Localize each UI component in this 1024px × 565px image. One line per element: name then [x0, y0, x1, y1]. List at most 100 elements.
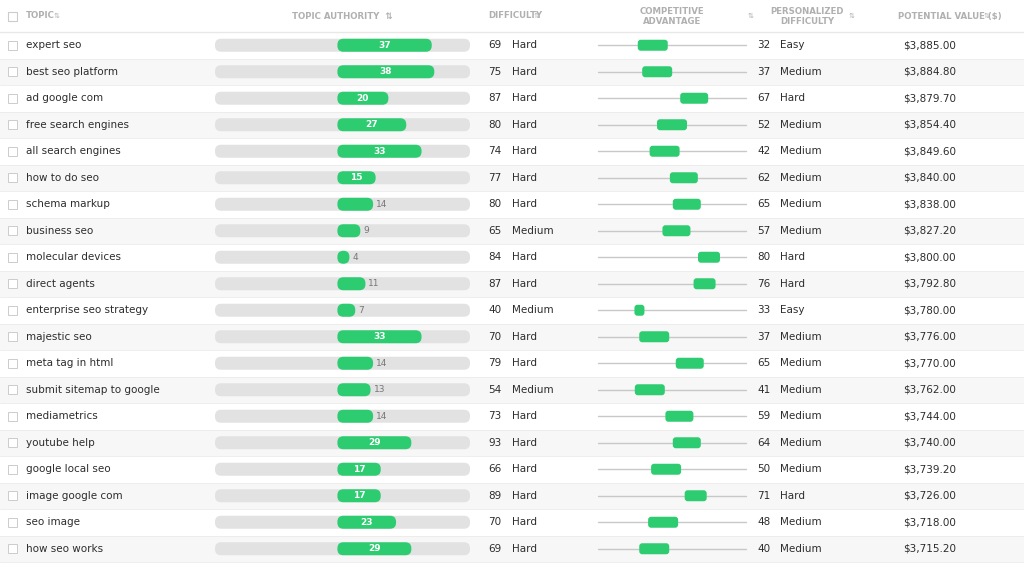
Text: $3,780.00: $3,780.00 — [903, 305, 955, 315]
Text: 29: 29 — [368, 438, 381, 447]
FancyBboxPatch shape — [215, 542, 470, 555]
Text: seo image: seo image — [26, 517, 80, 527]
Text: $3,718.00: $3,718.00 — [903, 517, 955, 527]
Bar — [8, 226, 17, 235]
Text: $3,770.00: $3,770.00 — [903, 358, 955, 368]
Text: business seo: business seo — [26, 226, 93, 236]
Text: 80: 80 — [488, 120, 501, 130]
FancyBboxPatch shape — [642, 66, 672, 77]
Text: 42: 42 — [757, 146, 770, 157]
Bar — [8, 438, 17, 447]
Text: $3,827.20: $3,827.20 — [903, 226, 956, 236]
Text: 79: 79 — [488, 358, 502, 368]
Text: Hard: Hard — [512, 491, 537, 501]
Bar — [0, 297, 1024, 324]
Text: TOPIC: TOPIC — [26, 11, 55, 20]
Bar — [0, 429, 1024, 456]
FancyBboxPatch shape — [337, 410, 373, 423]
Text: Hard: Hard — [512, 358, 537, 368]
Text: Medium: Medium — [780, 199, 821, 209]
Text: Medium: Medium — [780, 517, 821, 527]
Text: $3,744.00: $3,744.00 — [903, 411, 955, 421]
FancyBboxPatch shape — [215, 463, 470, 476]
Bar — [0, 271, 1024, 297]
Bar — [0, 85, 1024, 111]
FancyBboxPatch shape — [337, 357, 373, 370]
FancyBboxPatch shape — [215, 436, 470, 449]
Text: 14: 14 — [376, 359, 387, 368]
Bar — [0, 350, 1024, 376]
Text: Hard: Hard — [780, 252, 805, 262]
Text: schema markup: schema markup — [26, 199, 110, 209]
Bar — [8, 465, 17, 473]
FancyBboxPatch shape — [215, 251, 470, 264]
FancyBboxPatch shape — [215, 304, 470, 317]
FancyBboxPatch shape — [215, 65, 470, 78]
Text: 37: 37 — [757, 332, 770, 342]
Text: $3,849.60: $3,849.60 — [903, 146, 956, 157]
Text: 33: 33 — [373, 332, 386, 341]
Text: youtube help: youtube help — [26, 438, 95, 447]
Text: $3,762.00: $3,762.00 — [903, 385, 955, 395]
FancyBboxPatch shape — [215, 171, 470, 184]
Text: 77: 77 — [488, 173, 502, 182]
Text: Hard: Hard — [512, 438, 537, 447]
Text: 74: 74 — [488, 146, 502, 157]
Bar — [8, 94, 17, 103]
FancyBboxPatch shape — [685, 490, 707, 501]
Text: Medium: Medium — [780, 411, 821, 421]
Text: enterprise seo strategy: enterprise seo strategy — [26, 305, 148, 315]
Bar — [8, 200, 17, 208]
Text: Hard: Hard — [512, 411, 537, 421]
Text: 89: 89 — [488, 491, 502, 501]
Text: molecular devices: molecular devices — [26, 252, 121, 262]
FancyBboxPatch shape — [337, 304, 355, 317]
Text: 13: 13 — [374, 385, 385, 394]
Text: $3,885.00: $3,885.00 — [903, 40, 955, 50]
FancyBboxPatch shape — [215, 277, 470, 290]
Text: ⇅: ⇅ — [849, 13, 855, 19]
Text: $3,838.00: $3,838.00 — [903, 199, 955, 209]
Bar — [0, 456, 1024, 483]
Text: 59: 59 — [757, 411, 770, 421]
Text: 76: 76 — [757, 279, 770, 289]
Text: ⇅: ⇅ — [748, 13, 754, 19]
FancyBboxPatch shape — [215, 118, 470, 131]
Text: 64: 64 — [757, 438, 770, 447]
FancyBboxPatch shape — [639, 331, 670, 342]
Text: Hard: Hard — [512, 544, 537, 554]
FancyBboxPatch shape — [673, 199, 700, 210]
Text: ⇅: ⇅ — [984, 13, 990, 19]
Text: free search engines: free search engines — [26, 120, 129, 130]
Text: Hard: Hard — [512, 40, 537, 50]
FancyBboxPatch shape — [337, 489, 381, 502]
FancyBboxPatch shape — [215, 92, 470, 105]
Text: 27: 27 — [366, 120, 378, 129]
Text: 84: 84 — [488, 252, 502, 262]
Text: 70: 70 — [488, 517, 501, 527]
Text: 69: 69 — [488, 544, 502, 554]
Text: 7: 7 — [358, 306, 364, 315]
Bar — [8, 67, 17, 76]
FancyBboxPatch shape — [215, 489, 470, 502]
Text: 15: 15 — [350, 173, 362, 182]
Text: 14: 14 — [376, 412, 387, 421]
Text: 67: 67 — [757, 93, 770, 103]
Text: $3,840.00: $3,840.00 — [903, 173, 955, 182]
FancyBboxPatch shape — [215, 383, 470, 396]
Text: DIFFICULTY: DIFFICULTY — [488, 11, 542, 20]
FancyBboxPatch shape — [337, 171, 376, 184]
Text: Hard: Hard — [512, 146, 537, 157]
Text: TOPIC AUTHORITY  ⇅: TOPIC AUTHORITY ⇅ — [292, 11, 393, 20]
Text: 4: 4 — [352, 253, 358, 262]
FancyBboxPatch shape — [670, 172, 697, 183]
Text: $3,740.00: $3,740.00 — [903, 438, 955, 447]
FancyBboxPatch shape — [215, 516, 470, 529]
FancyBboxPatch shape — [215, 224, 470, 237]
FancyBboxPatch shape — [337, 277, 366, 290]
FancyBboxPatch shape — [337, 331, 422, 344]
Text: mediametrics: mediametrics — [26, 411, 97, 421]
Text: image google com: image google com — [26, 491, 123, 501]
Text: 40: 40 — [757, 544, 770, 554]
FancyBboxPatch shape — [337, 65, 434, 78]
